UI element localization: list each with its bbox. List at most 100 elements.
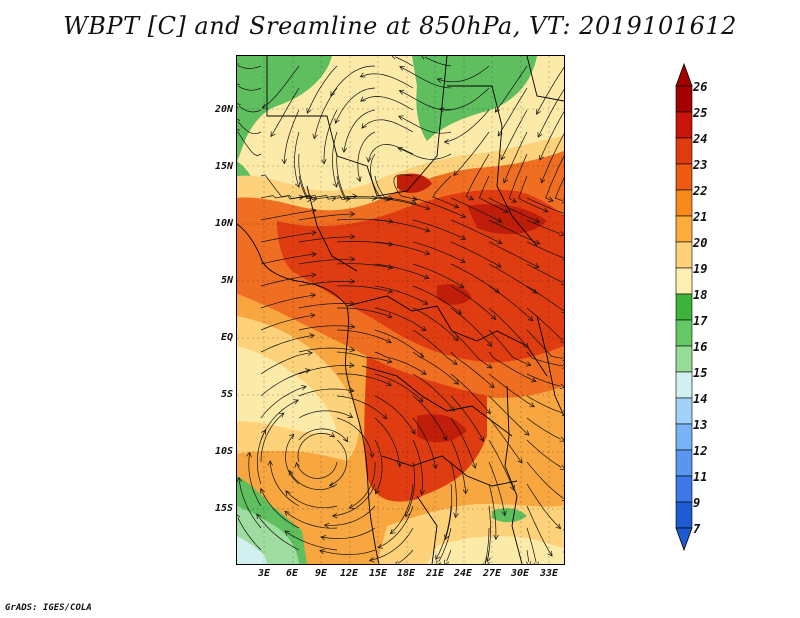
streamline-arrow [496,262,502,268]
lon-label-6e: 6E [285,568,299,579]
streamline-arrow [523,342,529,349]
streamline [503,131,528,184]
streamline [298,281,355,287]
streamline-arrow [462,488,469,495]
streamline-arrow [386,338,392,344]
streamline-arrow [529,402,535,408]
streamline [412,219,466,240]
streamline [412,241,466,263]
field-atlantic-yellow [237,346,337,433]
colorbar-label: 13 [693,418,708,432]
streamline-arrow [559,436,564,442]
streamline [332,131,338,188]
streamline-arrow [348,503,355,509]
streamline-arrow [349,387,355,393]
streamline [335,87,376,124]
streamline [336,196,393,200]
streamline-arrow [468,195,475,201]
streamline-arrow [330,90,336,97]
lat-label-15n: 15N [214,161,233,172]
lat-label-10s: 10S [214,446,233,457]
streamline [374,351,427,375]
streamline-arrow [496,239,503,245]
field-east-green [492,508,527,523]
streamline [360,96,414,111]
streamline [397,147,452,160]
streamline [260,314,315,331]
lat-label-eq: EQ [220,332,233,343]
colorbar-label: 26 [693,80,708,94]
colorbar-swatch [675,319,693,347]
streamline [237,85,262,91]
streamline [486,549,490,562]
streamline [488,395,530,436]
streamline-arrow [419,489,425,496]
streamline-arrow [293,399,299,405]
streamline [526,395,564,414]
streamline [488,241,540,268]
streamline [450,263,500,293]
streamline [412,439,423,495]
streamline [395,56,414,67]
streamline [424,56,452,67]
streamline [488,197,540,223]
streamline-arrow [352,193,358,199]
streamline-arrow [360,96,366,102]
streamline [526,417,561,440]
streamline-arrow [331,513,338,519]
streamline-arrow [381,414,388,420]
streamline-arrow [421,56,425,60]
streamline [488,417,523,464]
streamline [526,263,563,283]
streamline [336,263,393,269]
streamline [437,65,490,83]
streamline [374,439,383,494]
streamline [450,461,457,518]
colorbar-label: 23 [693,158,708,172]
streamline-arrow [411,196,418,202]
streamline-arrow [486,341,493,347]
colorbar-label: 15 [693,366,708,380]
colorbar-label: 7 [693,522,701,536]
lon-label-33e: 33E [539,568,559,579]
colorbar-swatch [675,423,693,451]
streamline-arrow [285,490,291,496]
lon-label-24e: 24E [453,568,473,579]
streamline [319,549,376,555]
streamline-arrow [396,462,403,468]
colorbar-label: 14 [693,392,708,406]
streamline-arrow [305,368,311,374]
streamline-arrow [334,118,340,124]
streamline-arrow [386,380,392,386]
colorbar-label: 19 [693,262,708,276]
streamline-arrow [453,335,459,342]
streamline [260,194,312,200]
streamline-arrow [366,157,372,163]
colorbar-swatch [675,137,693,165]
streamline [435,505,452,560]
streamline-arrow [494,287,500,293]
colorbar-bottom-arrow [675,527,693,552]
colorbar-top-arrow [675,62,693,87]
streamline-arrow [349,301,356,307]
streamline [374,417,401,467]
streamline-arrow [294,461,300,468]
streamline [526,527,537,563]
colorbar-label: 11 [693,470,708,484]
streamline-arrow [331,195,337,202]
streamline [539,111,564,161]
streamline-arrow [443,139,450,145]
field-core-darkred [277,189,564,363]
streamline-arrow [267,460,273,466]
streamline-arrow [349,362,355,369]
streamline-arrow [356,176,362,183]
lon-label-9e: 9E [314,568,328,579]
streamline [336,351,392,363]
streamline [285,433,300,485]
streamline [536,66,564,115]
streamline [357,131,376,182]
colorbar-label: 18 [693,288,708,302]
streamline-arrow [237,103,241,109]
streamline-arrow [422,299,429,305]
colorbar-swatch [675,475,693,503]
